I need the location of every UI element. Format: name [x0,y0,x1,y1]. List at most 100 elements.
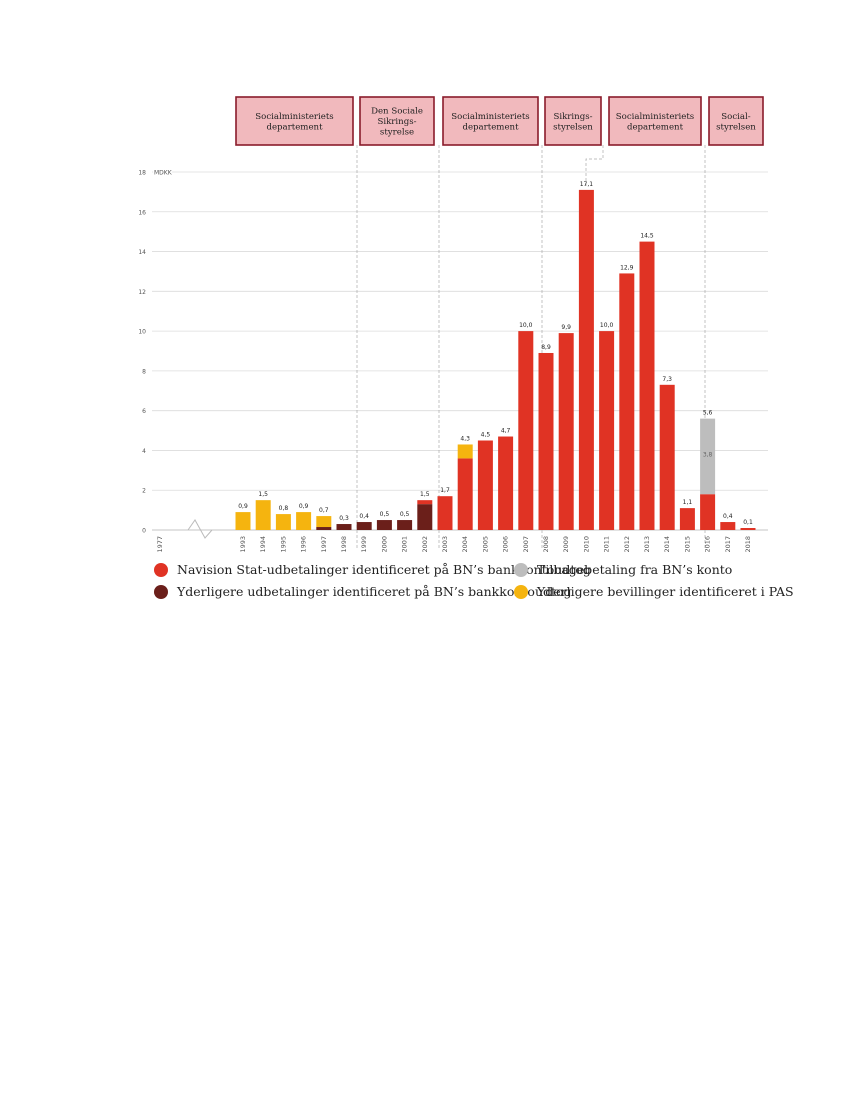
period-box: Sikrings-styrelsen [544,96,602,146]
x-tick-label: 1995 [279,536,287,553]
bar-value-label: 14,5 [640,233,654,240]
bar-value-label: 0,8 [279,505,289,512]
y-unit-label: MDKK [154,170,173,177]
period-box: Social-styrelsen [708,96,764,146]
period-box-bg [359,96,435,146]
x-tick-label: 2017 [724,536,732,553]
bar-segment [235,512,251,530]
bar-value-label: 0,5 [400,511,410,518]
x-tick-label: 2008 [542,536,550,553]
legend-swatch-extra-payments [154,584,168,599]
period-label: Sikrings- [553,112,592,122]
legend-item-extra-payments: Yderligere udbetalinger identificeret på… [154,584,572,599]
bar-value-label: 0,7 [319,507,329,514]
bar-value-label: 10,0 [519,322,533,329]
bar-segment [376,520,392,530]
period-label: styrelsen [553,122,593,132]
y-tick-label: 14 [138,249,146,256]
x-tick-label: 2010 [582,536,590,553]
bar-segment [275,514,291,530]
bar-segment [700,494,716,530]
bar-value-label: 0,3 [339,515,349,522]
y-tick-label: 12 [138,289,146,296]
x-tick-label: 1993 [239,536,247,553]
legend-label-repayment: Tilbagebetaling fra BN’s konto [537,562,733,577]
bar-value-label: 10,0 [600,322,614,329]
bar-segment [498,436,514,530]
y-tick-label: 0 [142,528,146,535]
y-tick-label: 4 [142,448,146,455]
period-box-bg [442,96,539,146]
bar-value-label: 0,4 [359,513,369,520]
bar-segment [578,189,594,530]
legend-swatch-pas [514,584,528,599]
bar-segment [679,508,695,530]
bar-segment [356,522,372,530]
x-tick-label: 2000 [380,536,388,553]
period-label: departement [266,122,323,132]
y-tick-label: 6 [142,408,146,415]
bar-segment [659,384,675,530]
bar-segment [397,520,413,530]
bar-value-label: 12,9 [620,264,634,271]
period-label: Sikrings- [377,117,416,127]
bar-inner-label: 3,8 [703,451,713,458]
period-label: departement [462,122,519,132]
x-tick-label: 1998 [340,536,348,553]
bar-value-label: 0,1 [743,519,753,526]
period-box-bg [608,96,702,146]
bar-segment [417,504,433,530]
bar-segment [619,273,635,530]
bar-value-label: 4,7 [501,428,511,435]
period-label: Socialministeriets [255,112,333,122]
bar-segment [457,444,473,459]
x-tick-label: 2018 [744,536,752,553]
x-tick-label: 1997 [320,536,328,553]
bar-segment [700,418,716,495]
bar-value-label: 1,5 [420,491,430,498]
bar-value-label: 17,1 [580,181,594,188]
axis-break-mark [187,519,213,539]
y-tick-label: 10 [138,329,146,336]
legend-swatch-navision [154,562,168,577]
bar-value-label: 0,5 [380,511,390,518]
x-tick-label: 2014 [663,536,671,553]
bar-segment [518,331,534,530]
period-label: styrelsen [716,122,756,132]
legend-label-extra-payments: Yderligere udbetalinger identificeret på… [177,584,572,599]
x-tick-label: 1994 [259,536,267,553]
x-tick-label: 2004 [461,536,469,553]
period-box-bg [544,96,602,146]
period-label: departement [627,122,684,132]
x-tick-label: 2003 [441,536,449,553]
x-tick-label: 1999 [360,536,368,553]
x-tick-label: 1977 [156,536,164,553]
x-tick-label: 2011 [603,536,611,553]
bar-segment [457,458,473,530]
bar-value-label: 1,5 [258,491,268,498]
bar-value-label: 4,3 [460,435,470,442]
period-label: Den Sociale [371,107,423,117]
legend-swatch-repayment [514,562,528,577]
x-tick-label: 1996 [300,536,308,553]
bar-value-label: 5,6 [703,410,713,417]
bar-segment [639,241,655,530]
period-label: Socialministeriets [616,112,694,122]
x-tick-label: 2007 [522,536,530,553]
x-tick-label: 2013 [643,536,651,553]
legend-label-pas: Yderligere bevillinger identificeret i P… [537,584,794,599]
bar-segment [255,500,271,530]
bar-value-label: 4,5 [481,432,491,439]
x-tick-label: 2012 [623,536,631,553]
bar-segment [720,522,736,530]
bar-segment [417,500,433,505]
bar-value-label: 0,4 [723,513,733,520]
bar-segment [296,512,312,530]
legend-item-navision: Navision Stat-udbetalinger identificeret… [154,562,591,577]
y-tick-label: 2 [142,488,146,495]
period-connector [585,145,604,186]
